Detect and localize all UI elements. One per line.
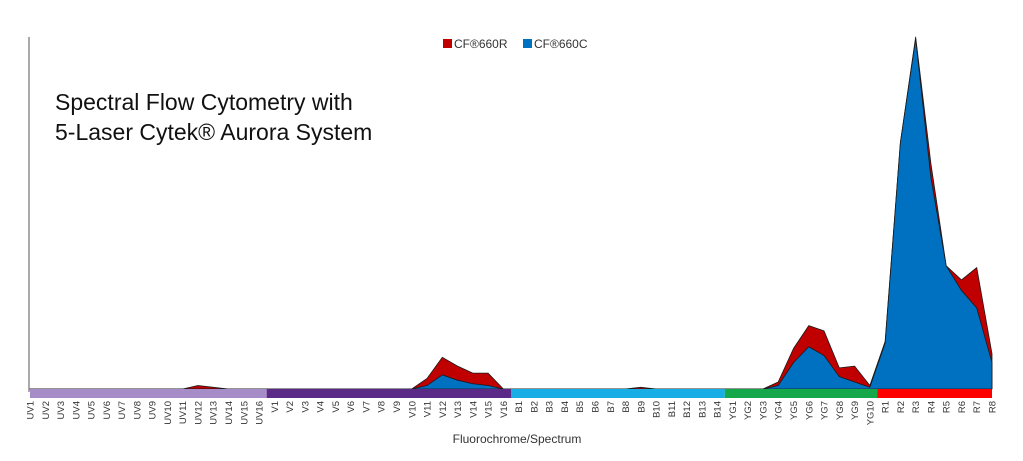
x-tick-label: UV16	[255, 401, 266, 425]
x-tick-label: UV14	[224, 401, 235, 425]
x-tick-label: R2	[896, 401, 907, 413]
x-tick-label: YG10	[865, 401, 876, 425]
legend-swatch-1	[443, 39, 452, 48]
x-tick-label: V13	[453, 401, 464, 418]
x-tick-label: V6	[346, 401, 357, 413]
x-tick-label: V2	[285, 401, 296, 413]
x-tick-label: B10	[652, 401, 663, 418]
x-tick-label: B7	[606, 401, 617, 413]
x-tick-label: UV9	[148, 401, 159, 419]
x-tick-label: V4	[316, 401, 327, 413]
x-tick-label: UV15	[239, 401, 250, 425]
laser-band-yg	[724, 389, 878, 398]
chart-title: Spectral Flow Cytometry with 5-Laser Cyt…	[55, 89, 372, 145]
x-tick-label: R6	[957, 401, 968, 413]
legend-label-1: CF®660R	[454, 37, 508, 51]
x-tick-label: B12	[682, 401, 693, 418]
x-tick-label: UV2	[41, 401, 52, 419]
x-tick-label: UV10	[163, 401, 174, 425]
x-tick-label: B11	[667, 401, 678, 417]
x-tick-label: B9	[636, 401, 647, 413]
x-tick-label: UV12	[193, 401, 204, 425]
legend-swatch-2	[523, 39, 532, 48]
x-tick-label: V9	[392, 401, 403, 413]
x-tick-label: YG9	[850, 401, 861, 420]
chart-title-line-1: Spectral Flow Cytometry with	[55, 89, 353, 115]
x-tick-label: UV4	[71, 401, 82, 419]
x-tick-label: B6	[590, 401, 601, 413]
x-tick-label: V12	[438, 401, 449, 418]
x-tick-label: YG3	[758, 401, 769, 420]
x-tick-label: UV13	[209, 401, 220, 425]
x-tick-label: UV5	[87, 401, 98, 419]
x-tick-label: YG5	[789, 401, 800, 420]
x-tick-label: V7	[361, 401, 372, 413]
x-tick-label: R4	[926, 401, 937, 413]
x-tick-label: B4	[560, 401, 571, 413]
x-tick-label: V15	[484, 401, 495, 418]
x-tick-label: YG7	[820, 401, 831, 420]
x-tick-label: B5	[575, 401, 586, 413]
x-tick-label: UV11	[178, 401, 189, 424]
x-tick-label: B14	[713, 401, 724, 418]
x-tick-label: YG4	[774, 401, 785, 420]
legend: CF®660R CF®660C	[443, 37, 588, 51]
x-tick-label: R3	[911, 401, 922, 413]
x-tick-label: UV1	[26, 401, 37, 419]
x-tick-labels: UV1 UV2 UV3 UV4 UV5 UV6 UV7 UV8 UV9 UV10 UV11 UV12 U…	[26, 401, 999, 425]
x-tick-label: V5	[331, 401, 342, 413]
x-tick-label: B8	[621, 401, 632, 413]
laser-band-b	[511, 389, 725, 398]
x-tick-label: B1	[514, 401, 525, 413]
x-tick-label: R7	[972, 401, 983, 413]
x-tick-label: B2	[529, 401, 540, 413]
x-tick-label: V3	[300, 401, 311, 413]
x-tick-label: V10	[407, 401, 418, 418]
x-tick-label: YG1	[728, 401, 739, 420]
laser-band-uv	[30, 389, 267, 398]
x-tick-label: YG6	[804, 401, 815, 420]
x-tick-label: V14	[468, 401, 479, 418]
chart-title-line-2: 5-Laser Cytek® Aurora System	[55, 119, 372, 145]
laser-band-v	[266, 389, 511, 398]
x-tick-label: UV3	[56, 401, 67, 419]
x-tick-label: B3	[545, 401, 556, 413]
x-tick-label: R8	[988, 401, 999, 413]
x-tick-label: UV6	[102, 401, 113, 419]
laser-bands	[30, 389, 992, 398]
laser-band-r	[877, 389, 992, 398]
x-tick-label: V16	[499, 401, 510, 418]
x-tick-label: B13	[697, 401, 708, 418]
x-tick-label: V11	[423, 401, 434, 417]
x-tick-label: UV8	[132, 401, 143, 419]
x-tick-label: YG2	[743, 401, 754, 420]
x-axis-label: Fluorochrome/Spectrum	[453, 432, 582, 446]
x-tick-label: R1	[881, 401, 892, 413]
x-tick-label: YG8	[835, 401, 846, 420]
x-tick-label: R5	[942, 401, 953, 413]
x-tick-label: V8	[377, 401, 388, 413]
x-tick-label: UV7	[117, 401, 128, 419]
x-tick-label: V1	[270, 401, 281, 413]
legend-label-2: CF®660C	[534, 37, 588, 51]
